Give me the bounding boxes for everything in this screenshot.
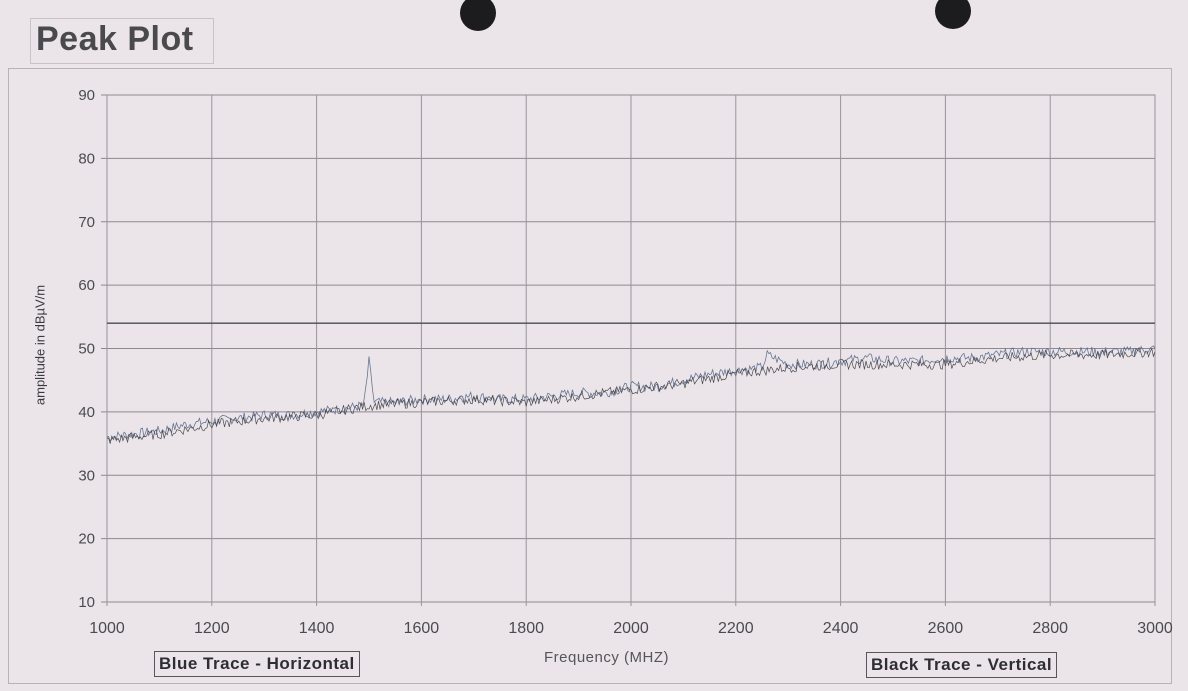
- chart-grid: [101, 94, 1156, 606]
- punch-hole-left: [460, 0, 496, 31]
- x-tick-label: 1600: [404, 620, 440, 637]
- punch-hole-right: [935, 0, 971, 29]
- y-tick-labels: 10 20 30 40 50 60 70 80 90: [78, 87, 95, 611]
- x-tick-label: 1000: [89, 620, 125, 637]
- y-tick-label: 40: [78, 404, 95, 421]
- x-tick-label: 2800: [1032, 620, 1068, 637]
- legend-black-trace: Black Trace - Vertical: [866, 652, 1058, 678]
- y-tick-label: 60: [78, 277, 95, 294]
- x-tick-label: 2400: [823, 620, 859, 637]
- chart-frame: [8, 68, 1172, 684]
- x-tick-label: 2200: [718, 620, 754, 637]
- x-tick-label: 3000: [1137, 620, 1173, 637]
- x-tick-label: 1400: [299, 620, 335, 637]
- legend-blue-trace: Blue Trace - Horizontal: [154, 651, 360, 677]
- x-tick-label: 2000: [613, 620, 649, 637]
- y-tick-label: 20: [78, 531, 95, 548]
- y-tick-label: 10: [78, 594, 95, 611]
- traces-group: [106, 345, 1156, 444]
- page-title: Peak Plot: [36, 20, 194, 58]
- x-tick-label: 2600: [928, 620, 964, 637]
- y-tick-label: 50: [78, 341, 95, 358]
- x-axis-label: Frequency (MHZ): [544, 649, 670, 666]
- y-tick-label: 90: [78, 87, 95, 104]
- x-tick-label: 1200: [194, 620, 230, 637]
- y-axis-label: amplitude in dBµV/m: [32, 284, 48, 406]
- y-tick-label: 80: [78, 150, 95, 167]
- trace-line-black: [106, 346, 1156, 444]
- x-tick-label: 1800: [508, 620, 544, 637]
- y-tick-label: 30: [78, 467, 95, 484]
- title-box: [30, 18, 214, 64]
- x-tick-labels: 1000 1200 1400 1600 1800 2000 2200 2400 2600 2800…: [89, 620, 1173, 637]
- y-tick-label: 70: [78, 214, 95, 231]
